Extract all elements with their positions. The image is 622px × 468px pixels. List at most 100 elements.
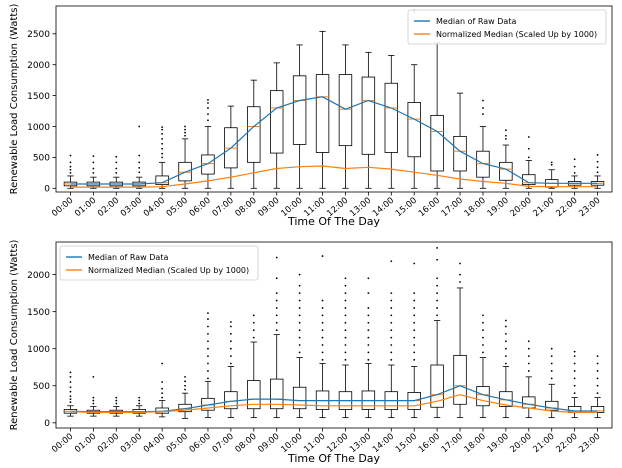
box-plot: [430, 42, 444, 189]
outlier-point: [321, 344, 324, 346]
x-tick-label: 18:00: [463, 432, 488, 455]
x-axis-label: Time Of The Day: [287, 452, 381, 465]
outlier-point: [482, 321, 484, 324]
y-axis-label: Renewable Load Consumption (Watts): [9, 240, 20, 431]
outlier-point: [138, 125, 141, 128]
x-tick-label: 20:00: [509, 432, 534, 455]
x-tick-label: 03:00: [119, 196, 144, 219]
box-plot: [590, 355, 605, 419]
outlier-point: [596, 370, 599, 372]
outlier-point: [184, 125, 186, 128]
x-tick-label: 17:00: [440, 196, 465, 219]
x-tick-label: 19:00: [486, 432, 511, 455]
outlier-point: [321, 321, 324, 324]
outlier-point: [275, 299, 278, 302]
box-plot: [522, 340, 536, 419]
box-plot: [476, 99, 490, 189]
outlier-point: [69, 386, 72, 389]
outlier-point: [344, 277, 347, 280]
outlier-point: [161, 156, 164, 159]
outlier-point: [92, 161, 95, 164]
x-tick-label: 15:00: [394, 432, 419, 455]
box-plot: [247, 314, 261, 419]
x-tick-label: 08:00: [234, 196, 259, 219]
outlier-point: [138, 402, 141, 405]
outlier-point: [573, 165, 576, 168]
box-iqr: [292, 75, 307, 145]
outlier-point: [504, 340, 507, 343]
outlier-point: [367, 358, 370, 361]
legend-label-2: Normalized Median (Scaled Up by 1000): [436, 30, 597, 39]
box-iqr: [292, 386, 307, 410]
outlier-point: [69, 395, 72, 398]
y-tick-label: 1500: [27, 308, 50, 318]
legend-frame: [407, 9, 607, 45]
outlier-point: [184, 388, 186, 391]
outlier-point: [69, 398, 72, 400]
legend: Median of Raw Data Normalized Median (Sca…: [59, 245, 259, 281]
legend: Median of Raw Data Normalized Median (Sca…: [407, 9, 607, 45]
series-line-2: [70, 165, 598, 188]
outlier-point: [207, 99, 209, 101]
outlier-point: [344, 321, 347, 324]
outlier-point: [298, 273, 301, 276]
x-tick-label: 16:00: [417, 196, 442, 219]
outlier-point: [504, 347, 507, 350]
box-iqr: [545, 400, 559, 411]
x-tick-label: 04:00: [142, 432, 167, 455]
outlier-point: [207, 362, 209, 365]
outlier-point: [69, 371, 72, 374]
outlier-point: [573, 370, 576, 372]
outlier-point: [550, 355, 553, 358]
outlier-point: [92, 396, 95, 399]
outlier-point: [115, 402, 118, 405]
outlier-point: [161, 147, 164, 150]
series-line-1: [70, 385, 598, 413]
box-plot: [499, 319, 513, 419]
outlier-point: [436, 314, 439, 317]
outlier-point: [482, 344, 484, 346]
box-plot: [63, 154, 78, 189]
outlier-point: [344, 329, 347, 332]
outlier-point: [573, 384, 576, 387]
outlier-point: [527, 156, 530, 159]
outlier-point: [207, 113, 209, 116]
box-iqr: [476, 150, 490, 178]
y-tick-label: 2000: [27, 61, 50, 71]
x-tick-label: 23:00: [577, 196, 602, 219]
box-plot: [361, 277, 376, 419]
box-iqr: [407, 101, 421, 158]
x-tick-label: 09:00: [256, 196, 281, 219]
box-plot: [315, 30, 330, 189]
x-tick-label: 17:00: [440, 432, 465, 455]
outlier-point: [482, 329, 484, 332]
box-plot: [201, 99, 215, 189]
box-plot: [178, 375, 192, 419]
outlier-point: [596, 166, 599, 169]
legend-label-2: Normalized Median (Scaled Up by 1000): [88, 266, 249, 275]
outlier-point: [161, 396, 164, 399]
outlier-point: [298, 329, 301, 332]
x-tick-label: 03:00: [119, 432, 144, 455]
series-line-2: [70, 394, 598, 413]
y-tick-label: 0: [44, 419, 50, 429]
outlier-point: [367, 314, 370, 317]
outlier-point: [92, 402, 95, 405]
outlier-point: [161, 137, 164, 140]
x-tick-label: 04:00: [142, 196, 167, 219]
outlier-point: [207, 340, 209, 343]
x-tick-label: 06:00: [188, 432, 213, 455]
outlier-point: [504, 332, 507, 335]
outlier-point: [527, 147, 530, 150]
outlier-point: [367, 292, 370, 295]
x-tick-label: 22:00: [554, 432, 579, 455]
box-plot: [224, 105, 238, 189]
outlier-point: [344, 314, 347, 317]
outlier-point: [229, 332, 232, 335]
outlier-point: [367, 344, 370, 346]
outlier-point: [390, 292, 393, 295]
outlier-point: [596, 392, 599, 395]
box-iqr: [247, 380, 261, 410]
y-tick-label: 500: [33, 154, 50, 164]
y-tick-label: 500: [33, 382, 50, 392]
